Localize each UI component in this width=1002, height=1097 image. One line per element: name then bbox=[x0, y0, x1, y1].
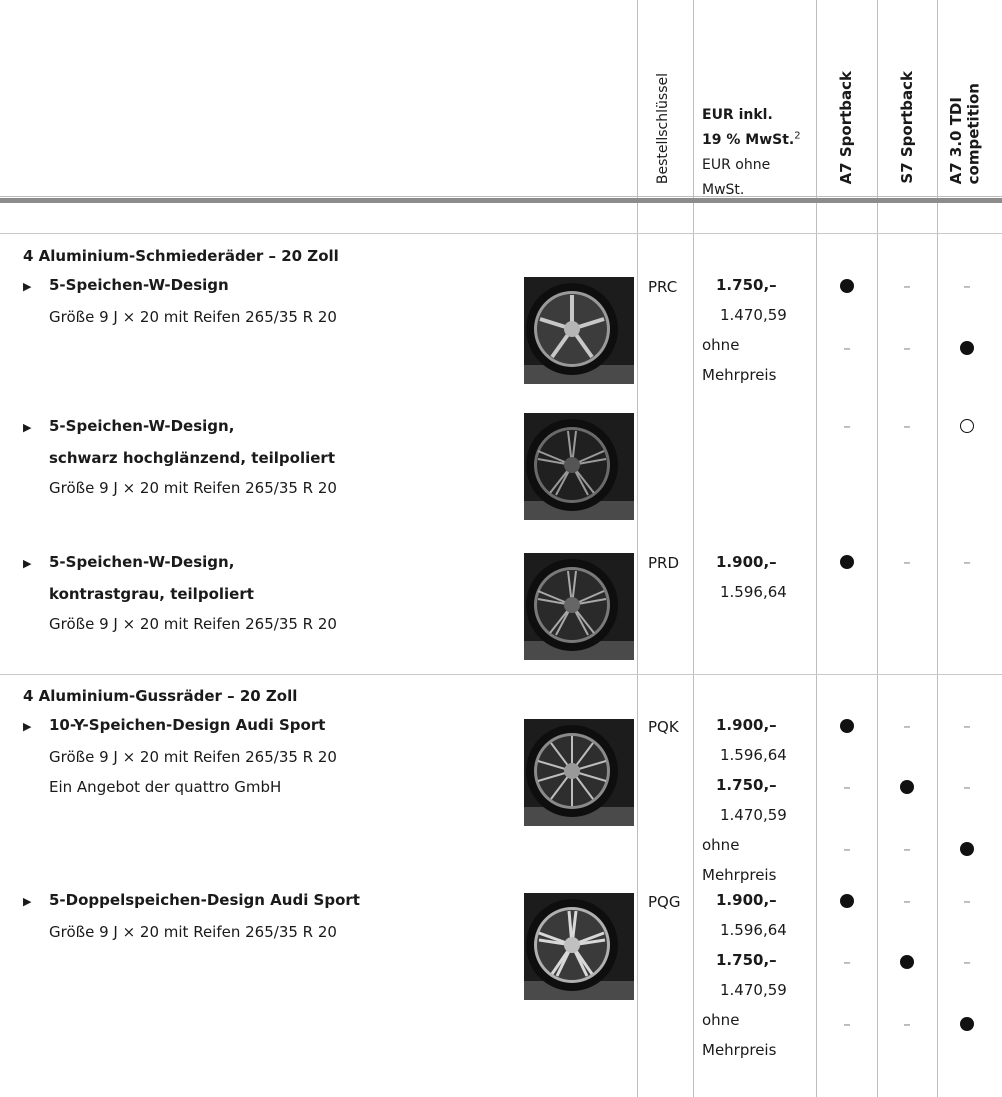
mark-pqk-tdi-row2: – bbox=[963, 778, 971, 796]
header-price-excl-a: EUR ohne bbox=[702, 157, 771, 173]
mark-pqg-s7-row2 bbox=[900, 955, 914, 969]
header-price-incl-b: 19 % MwSt. bbox=[702, 132, 795, 148]
mark-pqg-a7-row2: – bbox=[843, 953, 851, 971]
price-prc: 1.750,– 1.470,59 ohne Mehrpreis bbox=[702, 276, 787, 384]
col-divider-5 bbox=[937, 0, 938, 1097]
mark-pqk-s7-row2 bbox=[900, 780, 914, 794]
mark-black-tdi bbox=[960, 419, 974, 433]
mark-black-a7: – bbox=[843, 417, 851, 435]
wheel-image-prc bbox=[524, 277, 634, 384]
price-prd: 1.900,– 1.596,64 bbox=[716, 553, 787, 601]
group-title-forged: 4 Aluminium-Schmiederäder – 20 Zoll bbox=[23, 247, 339, 265]
mark-pqg-a7-row3: – bbox=[843, 1015, 851, 1033]
mark-black-s7: – bbox=[903, 417, 911, 435]
mark-pqk-s7-row3: – bbox=[903, 840, 911, 858]
header-price-excl-b: MwSt. bbox=[702, 182, 745, 198]
mark-pqk-a7-row2: – bbox=[843, 778, 851, 796]
mark-pqk-s7: – bbox=[903, 717, 911, 735]
order-code-pqk: PQK bbox=[648, 718, 679, 736]
triangle-bullet-icon: ▶ bbox=[23, 720, 32, 733]
mark-prd-a7 bbox=[840, 555, 854, 569]
wheel-image-black bbox=[524, 413, 634, 520]
mark-pqk-tdi: – bbox=[963, 717, 971, 735]
mark-prd-tdi: – bbox=[963, 553, 971, 571]
mark-pqg-tdi-row3 bbox=[960, 1017, 974, 1031]
mark-prc-tdi-row2 bbox=[960, 341, 974, 355]
mark-prd-s7: – bbox=[903, 553, 911, 571]
group-1-top-rule bbox=[0, 233, 1002, 234]
mark-pqk-a7-row3: – bbox=[843, 840, 851, 858]
triangle-bullet-icon: ▶ bbox=[23, 895, 32, 908]
mark-pqk-tdi-row3 bbox=[960, 842, 974, 856]
footnote-2: 2 bbox=[794, 130, 801, 142]
price-pqg: 1.900,– 1.596,64 1.750,– 1.470,59 ohne M… bbox=[702, 891, 787, 1059]
wheel-item-prd: ▶ 5-Speichen-W-Design, kontrastgrau, teil… bbox=[23, 547, 337, 639]
triangle-bullet-icon: ▶ bbox=[23, 421, 32, 434]
col-divider-3 bbox=[816, 0, 817, 1097]
header-order-key: Bestellschlüssel bbox=[655, 72, 671, 184]
triangle-bullet-icon: ▶ bbox=[23, 280, 32, 293]
mark-pqg-tdi: – bbox=[963, 892, 971, 910]
wheel-item-pqg: ▶ 5-Doppelspeichen-Design Audi Sport Größ… bbox=[23, 885, 360, 947]
col-divider-2 bbox=[693, 0, 694, 1097]
header-model-a7-tdi-b: competition bbox=[964, 82, 983, 184]
wheel-image-pqk bbox=[524, 719, 634, 826]
header-price: EUR inkl. 19 % MwSt.2 EUR ohne MwSt. bbox=[702, 103, 814, 203]
mark-pqg-tdi-row2: – bbox=[963, 953, 971, 971]
header-model-a7-tdi-a: A7 3.0 TDI bbox=[947, 96, 965, 184]
wheel-item-pqk: ▶ 10-Y-Speichen-Design Audi Sport Größe 9… bbox=[23, 710, 337, 802]
order-code-pqg: PQG bbox=[648, 893, 681, 911]
triangle-bullet-icon: ▶ bbox=[23, 557, 32, 570]
mark-prc-a7-row2: – bbox=[843, 339, 851, 357]
wheel-item-prc: ▶ 5-Speichen-W-Design Größe 9 J × 20 mit … bbox=[23, 270, 337, 332]
mark-prc-s7-row2: – bbox=[903, 339, 911, 357]
header-model-a7: A7 Sportback bbox=[837, 70, 855, 184]
order-code-prd: PRD bbox=[648, 554, 680, 572]
group-2-top-rule bbox=[0, 674, 1002, 675]
header-thick-rule bbox=[0, 198, 1002, 203]
wheel-item-black: ▶ 5-Speichen-W-Design, schwarz hochglänze… bbox=[23, 411, 337, 503]
mark-prc-s7: – bbox=[903, 277, 911, 295]
mark-prc-a7 bbox=[840, 279, 854, 293]
mark-pqk-a7 bbox=[840, 719, 854, 733]
header-price-incl-a: EUR inkl. bbox=[702, 107, 773, 123]
wheel-image-prd bbox=[524, 553, 634, 660]
col-divider-1 bbox=[637, 0, 638, 1097]
header-model-a7-tdi: A7 3.0 TDI competition bbox=[947, 82, 983, 184]
price-pqk: 1.900,– 1.596,64 1.750,– 1.470,59 ohne M… bbox=[702, 716, 787, 884]
mark-pqg-s7-row3: – bbox=[903, 1015, 911, 1033]
mark-pqg-a7 bbox=[840, 894, 854, 908]
mark-pqg-s7: – bbox=[903, 892, 911, 910]
header-bottom-rule bbox=[0, 196, 1002, 197]
group-title-cast: 4 Aluminium-Gussräder – 20 Zoll bbox=[23, 687, 298, 705]
order-code-prc: PRC bbox=[648, 278, 678, 296]
col-divider-4 bbox=[877, 0, 878, 1097]
wheel-image-pqg bbox=[524, 893, 634, 1000]
header-model-s7: S7 Sportback bbox=[898, 71, 916, 184]
mark-prc-tdi: – bbox=[963, 277, 971, 295]
